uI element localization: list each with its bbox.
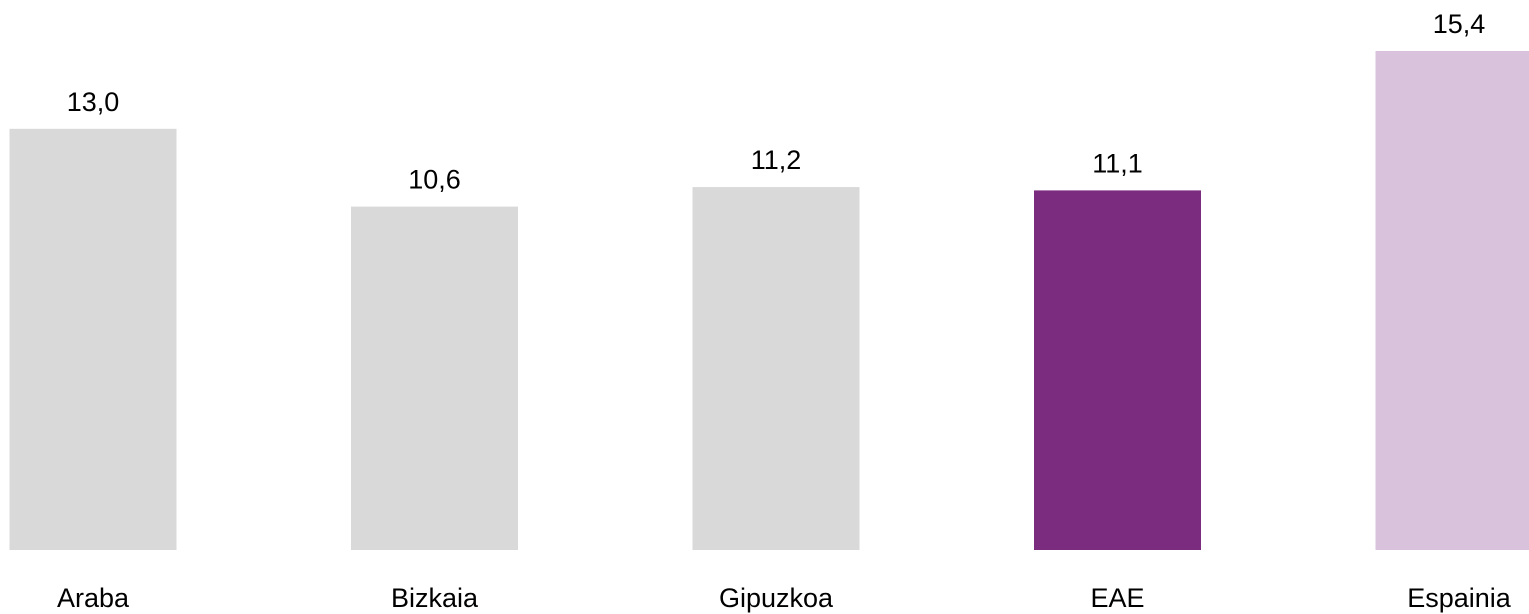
category-labels-group: Araba Bizkaia Gipuzkoa EAE Espainia [57,583,1512,613]
bars-group [9,51,1529,551]
data-label-espainia: 15,4 [1433,9,1486,39]
data-label-eae: 11,1 [1092,148,1143,178]
data-label-gipuzkoa: 11,2 [751,145,802,175]
category-label-espainia: Espainia [1407,583,1512,613]
data-label-araba: 13,0 [67,87,120,117]
data-labels-group: 13,0 10,6 11,2 11,1 15,4 [67,9,1486,195]
bar-araba [9,128,177,551]
category-label-bizkaia: Bizkaia [391,583,479,613]
data-label-bizkaia: 10,6 [408,165,461,195]
category-label-araba: Araba [57,583,130,613]
bar-espainia [1375,51,1529,550]
category-label-gipuzkoa: Gipuzkoa [719,583,834,613]
bar-bizkaia [351,206,518,550]
bar-eae [1034,190,1201,550]
category-label-eae: EAE [1090,583,1144,613]
bar-gipuzkoa [692,187,860,550]
